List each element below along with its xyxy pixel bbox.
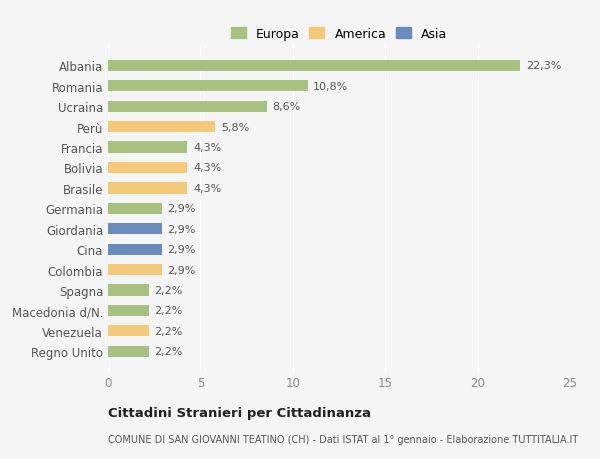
Text: 2,9%: 2,9% xyxy=(167,224,196,234)
Bar xyxy=(108,61,520,72)
Text: 8,6%: 8,6% xyxy=(272,102,301,112)
Text: 4,3%: 4,3% xyxy=(193,163,221,173)
Bar xyxy=(108,285,149,296)
Text: 2,2%: 2,2% xyxy=(154,285,182,295)
Legend: Europa, America, Asia: Europa, America, Asia xyxy=(226,23,452,46)
Bar xyxy=(108,122,215,133)
Text: 2,9%: 2,9% xyxy=(167,265,196,275)
Text: 4,3%: 4,3% xyxy=(193,184,221,194)
Bar xyxy=(108,224,161,235)
Text: 2,2%: 2,2% xyxy=(154,306,182,316)
Text: 2,9%: 2,9% xyxy=(167,245,196,255)
Bar xyxy=(108,244,161,255)
Bar xyxy=(108,305,149,316)
Text: 22,3%: 22,3% xyxy=(526,62,561,71)
Text: 10,8%: 10,8% xyxy=(313,82,349,92)
Text: 4,3%: 4,3% xyxy=(193,143,221,153)
Text: COMUNE DI SAN GIOVANNI TEATINO (CH) - Dati ISTAT al 1° gennaio - Elaborazione TU: COMUNE DI SAN GIOVANNI TEATINO (CH) - Da… xyxy=(108,434,578,444)
Text: 2,2%: 2,2% xyxy=(154,326,182,336)
Bar xyxy=(108,142,187,153)
Bar xyxy=(108,264,161,275)
Bar xyxy=(108,183,187,194)
Bar xyxy=(108,325,149,336)
Bar xyxy=(108,81,308,92)
Bar xyxy=(108,346,149,357)
Bar xyxy=(108,101,267,112)
Text: 2,9%: 2,9% xyxy=(167,204,196,214)
Text: Cittadini Stranieri per Cittadinanza: Cittadini Stranieri per Cittadinanza xyxy=(108,406,371,419)
Bar xyxy=(108,203,161,214)
Text: 2,2%: 2,2% xyxy=(154,347,182,356)
Text: 5,8%: 5,8% xyxy=(221,123,249,132)
Bar xyxy=(108,162,187,174)
